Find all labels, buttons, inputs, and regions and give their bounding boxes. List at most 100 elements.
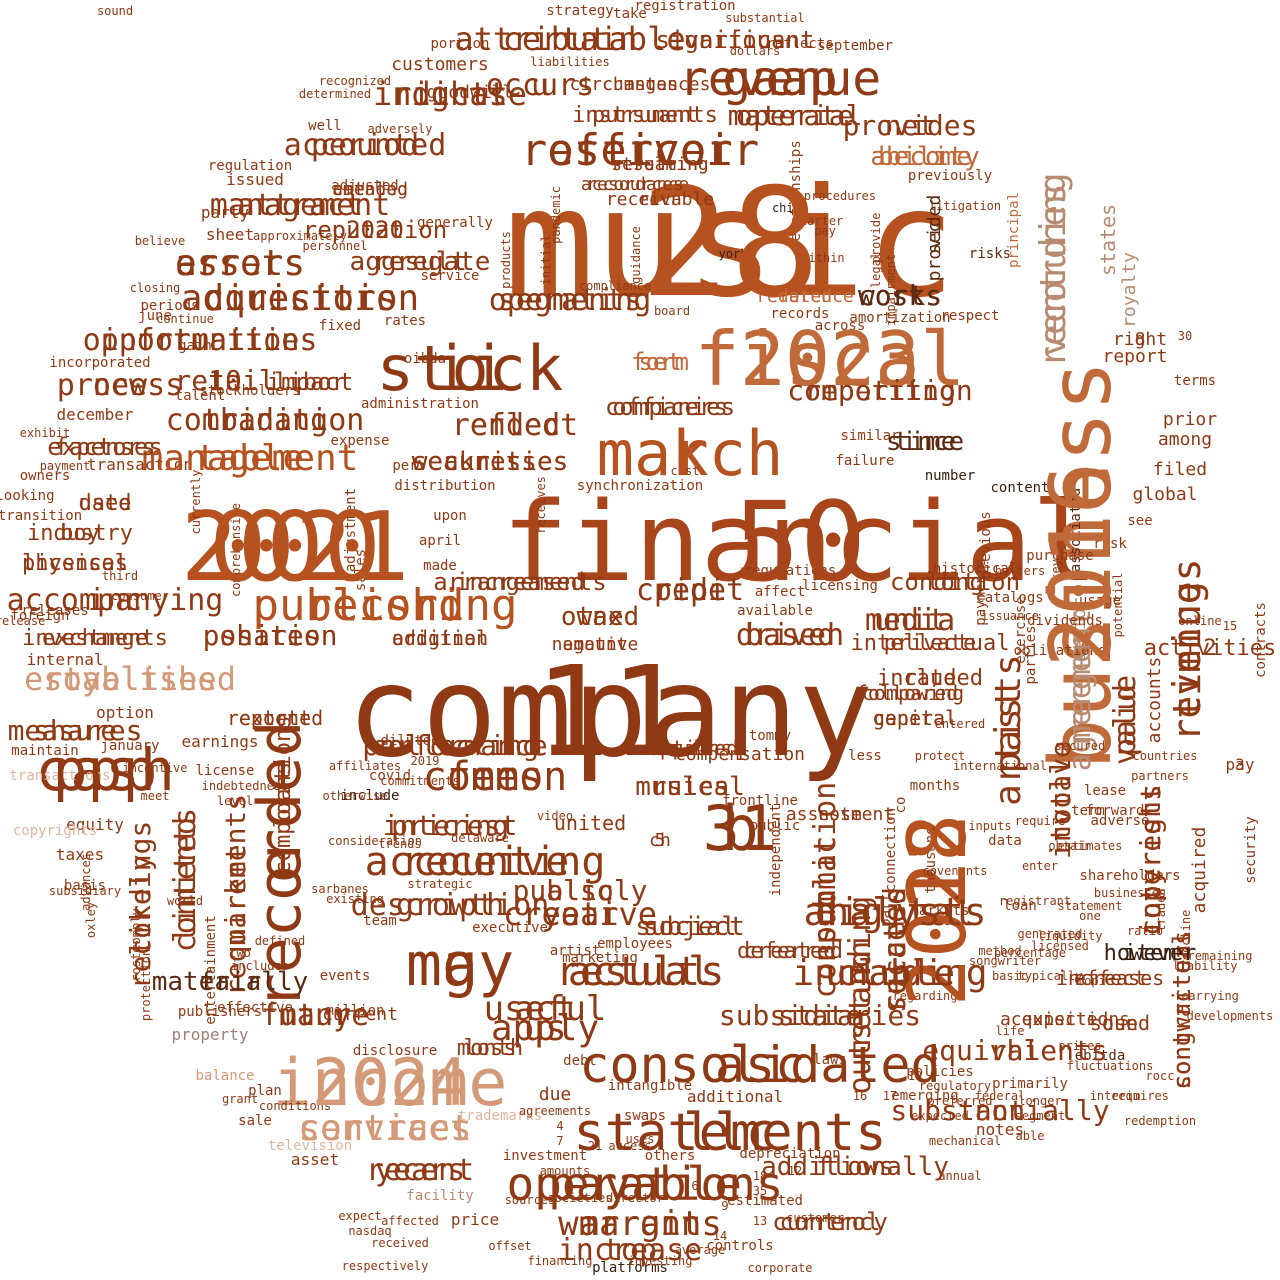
word-preferred: preferred <box>927 1094 992 1108</box>
word-debt: debt <box>563 1053 597 1069</box>
word-third: third <box>102 569 138 583</box>
word-options: options <box>648 736 732 760</box>
word-subsidiaries: subsidiaries <box>719 999 921 1032</box>
word-basis: basis <box>64 878 106 894</box>
word-include: include <box>340 788 399 804</box>
word-life: life <box>996 1024 1025 1038</box>
word-artists: artists <box>988 654 1029 806</box>
word-internal: internal <box>26 650 103 669</box>
word-merger: merger <box>1063 636 1098 744</box>
word-international: international <box>953 759 1047 773</box>
word-well: well <box>308 118 342 134</box>
word-related: related <box>878 887 913 1013</box>
word-reference: reference <box>756 286 854 307</box>
word-price: price <box>451 1210 499 1229</box>
word-meet: meet <box>141 789 170 803</box>
word-liability: liability <box>1172 959 1237 973</box>
word-2: 2 <box>1203 636 1216 661</box>
word-recording: recording <box>1033 172 1074 367</box>
word-option: option <box>96 703 154 722</box>
word-estimated: estimated <box>727 1193 803 1209</box>
word-principal: principal <box>1006 192 1022 268</box>
word-effective: effective <box>217 1000 293 1016</box>
word-closing: closing <box>130 281 181 295</box>
word-advances: advances <box>79 853 93 911</box>
word-less: less <box>848 748 882 764</box>
word-limited: limited <box>168 817 203 943</box>
word-failure: failure <box>835 453 894 469</box>
word-facility: facility <box>406 1188 473 1204</box>
word-comply: comply <box>129 908 143 951</box>
word-public: public <box>808 836 843 944</box>
word-value: value <box>1108 675 1143 765</box>
word-term: term <box>1071 803 1105 819</box>
word-future: future <box>261 998 369 1033</box>
word-month: month <box>457 1036 523 1061</box>
word-march: march <box>597 417 784 490</box>
word-llc: llc <box>683 1103 777 1163</box>
word-includes: includes <box>231 959 289 973</box>
word-royalties: royalties <box>43 660 216 698</box>
word-potential: potential <box>1111 572 1125 637</box>
word-many: many <box>279 998 351 1033</box>
word-approximately: approximately <box>253 229 347 243</box>
word-roster: roster <box>129 938 143 981</box>
word-affected: affected <box>381 1214 439 1228</box>
word-earnings: earnings <box>181 732 258 751</box>
word-officer: officer <box>547 125 732 176</box>
word-timing: timing <box>1165 581 1209 718</box>
word-traded: traded <box>1154 888 1168 931</box>
word-transaction: transaction <box>87 455 193 474</box>
word-world: world <box>167 894 203 908</box>
word-shares: shares <box>219 619 320 652</box>
word-stockholders: stockholders <box>199 383 300 399</box>
word-content: content <box>990 480 1049 496</box>
word-made: made <box>423 558 457 574</box>
word-management: management <box>210 188 391 223</box>
word-however: however <box>1104 941 1197 966</box>
word-percentage: percentage <box>994 946 1066 960</box>
word-exhibit: exhibit <box>20 426 71 440</box>
word-products: products <box>499 231 513 289</box>
word-2023: 2023 <box>740 315 921 403</box>
word-affiliates: affiliates <box>329 759 401 773</box>
word-streaming: streaming <box>611 154 709 175</box>
word-2018: 2018 <box>891 814 984 1007</box>
word-personnel: personnel <box>302 239 367 253</box>
word-take: take <box>613 6 647 22</box>
word-adversely: adversely <box>367 122 432 136</box>
word-12: 12 <box>788 1164 802 1178</box>
word-similar: similar <box>840 428 899 444</box>
word-markets: markets <box>910 903 969 919</box>
word-previously: previously <box>908 168 992 184</box>
word-liabilities: liabilities <box>530 55 609 69</box>
word-period: period <box>311 128 419 163</box>
word-historical: historical <box>933 561 1017 577</box>
word-weaknesses: weaknesses <box>412 447 569 477</box>
word-unable: unable <box>825 953 955 994</box>
word-tommy: tommy <box>749 728 791 744</box>
word-increased: increased <box>455 568 585 596</box>
word-independent: independent <box>768 804 784 897</box>
word-u: u <box>531 68 549 103</box>
word-become: become <box>878 142 972 172</box>
word-rules: rules <box>651 772 729 802</box>
word-gain: gain <box>178 338 212 354</box>
word-existing: existing <box>326 892 384 906</box>
word-publicly: publicly <box>513 874 648 907</box>
word-balance: balance <box>195 1068 254 1084</box>
word-sound: sound <box>97 4 133 18</box>
word-loan: loan <box>1003 898 1037 914</box>
word-provided: provided <box>924 195 945 282</box>
word-income: income <box>273 1046 508 1121</box>
word-january: january <box>100 738 159 754</box>
word-factors: factors <box>54 433 155 461</box>
word-owned: owned <box>561 602 639 632</box>
word-issued: issued <box>226 170 284 189</box>
word-due: due <box>539 1084 572 1105</box>
word-frontline: frontline <box>722 793 798 809</box>
word-used: used <box>79 491 132 516</box>
word-contract: contract <box>298 1108 471 1149</box>
word-one: one <box>1079 909 1101 923</box>
word-digital: digital <box>815 890 975 934</box>
